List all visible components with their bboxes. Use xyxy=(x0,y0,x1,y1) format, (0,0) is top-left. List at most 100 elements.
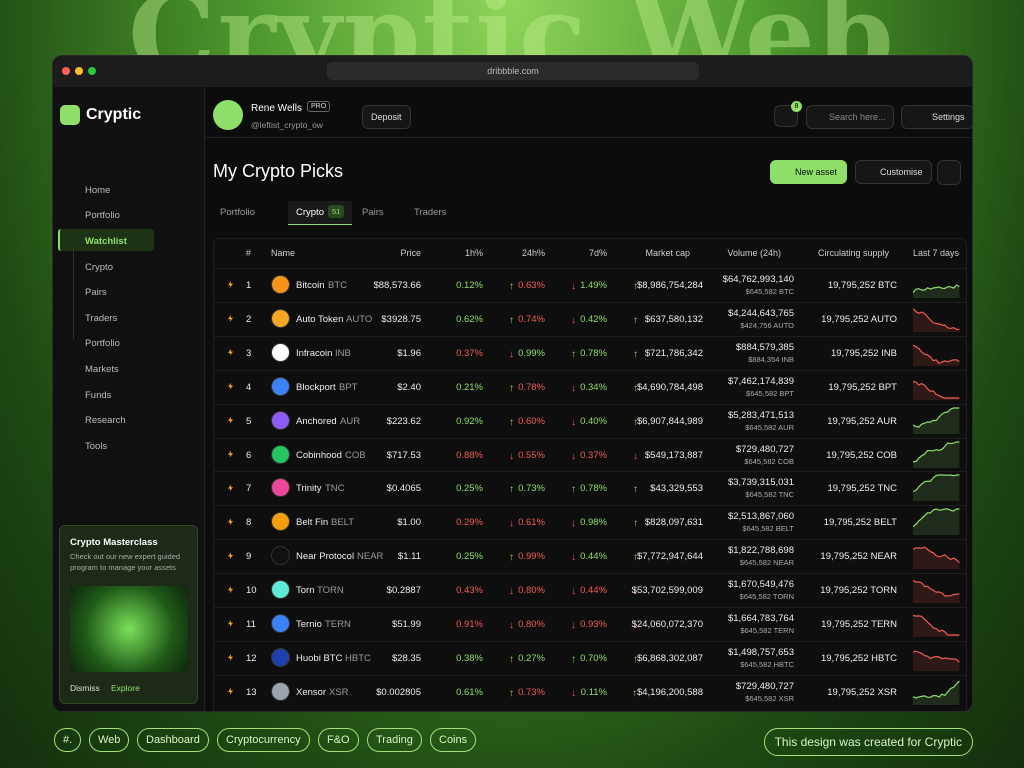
new-asset[interactable]: New asset xyxy=(770,160,848,184)
volume: $1,498,757,653 xyxy=(727,646,794,658)
rank: 5 xyxy=(246,415,252,427)
sub-nav-item[interactable]: Traders xyxy=(85,313,118,324)
spark xyxy=(913,406,960,428)
coin-symbol: HBTC xyxy=(345,652,371,664)
coin-symbol: TNC xyxy=(325,483,345,495)
price: $0.2887 xyxy=(386,585,421,597)
explore[interactable]: Explore xyxy=(111,683,140,693)
change-h24: 0.99% xyxy=(518,551,545,563)
market-cap: $8,986,754,284 xyxy=(636,280,703,291)
change-arrow: ↑ xyxy=(509,552,514,564)
sparkline xyxy=(913,614,960,637)
logo xyxy=(60,105,80,125)
tag[interactable]: Trading xyxy=(367,728,422,752)
volume-sub: $645,582 HBTC xyxy=(740,659,794,669)
rank: 10 xyxy=(246,585,257,597)
change-d7: 0.44% xyxy=(580,551,607,563)
change-h24: 0.55% xyxy=(518,449,545,461)
spark xyxy=(913,474,960,493)
credit: This design was created for Cryptic xyxy=(763,728,973,756)
deposit-button[interactable]: Deposit xyxy=(362,105,411,129)
change-h1: 0.43% xyxy=(456,585,483,597)
nav-item[interactable]: Markets xyxy=(85,364,119,375)
tab[interactable]: Portfolio xyxy=(220,207,255,218)
sub-nav-item[interactable]: Portfolio xyxy=(85,338,120,349)
nav-item[interactable]: Research xyxy=(85,415,126,426)
tag[interactable]: #. xyxy=(54,728,82,752)
row-separator xyxy=(214,640,966,642)
supply: 19,795,252 HBTC xyxy=(820,652,897,664)
spark xyxy=(913,509,960,536)
nav-active xyxy=(58,229,154,251)
sparkline xyxy=(913,406,960,434)
rank: 6 xyxy=(246,449,252,461)
change-d7: 0.34% xyxy=(580,381,607,393)
change-h24: 0.99% xyxy=(518,347,545,359)
column-header: Market cap xyxy=(645,248,690,258)
volume: $884,579,385 xyxy=(735,341,794,353)
tab[interactable]: Traders xyxy=(414,207,447,218)
browser-window: dribbble.com Cryptic Crypto Masterclass … xyxy=(52,55,973,712)
bolt xyxy=(228,586,233,594)
volume: $1,664,783,764 xyxy=(727,613,794,624)
coin-icon xyxy=(271,308,290,328)
coin-symbol: AUR xyxy=(340,415,361,427)
change-arrow: ↑ xyxy=(509,382,514,394)
column-header: Circulating supply xyxy=(817,248,889,258)
tab[interactable]: Pairs xyxy=(362,207,384,218)
change-h24: 0.27% xyxy=(518,652,545,664)
coin-icon xyxy=(271,376,290,396)
coin-icon xyxy=(271,410,290,430)
nav-item[interactable]: Tools xyxy=(85,441,108,452)
customise[interactable]: Customise xyxy=(855,160,932,184)
search[interactable]: Search here... xyxy=(806,105,894,129)
tag[interactable]: F&O xyxy=(318,728,359,752)
row-separator xyxy=(214,403,966,405)
change-h24: 0.73% xyxy=(518,686,545,698)
supply: 19,795,252 BPT xyxy=(828,381,897,393)
spark xyxy=(913,380,960,399)
pro-badge: PRO xyxy=(307,101,331,112)
sparkline xyxy=(913,680,960,705)
nav-item[interactable]: Portfolio xyxy=(85,210,120,221)
tag[interactable]: Cryptocurrency xyxy=(217,728,310,752)
market-cap: $24,060,072,370 xyxy=(631,619,703,630)
nav-item[interactable]: Funds xyxy=(85,390,112,401)
more-menu[interactable] xyxy=(937,160,961,185)
change-h1: 0.88% xyxy=(456,449,483,461)
bolt xyxy=(228,416,233,424)
sub-nav-item[interactable]: Pairs xyxy=(85,287,107,298)
change-arrow: ↓ xyxy=(633,586,638,598)
rank: 4 xyxy=(246,381,252,393)
change-arrow: ↑ xyxy=(632,687,637,699)
coin-name: Xensor xyxy=(296,686,327,698)
dismiss[interactable]: Dismiss xyxy=(70,683,100,693)
coin-symbol: TORN xyxy=(317,585,344,597)
change-arrow: ↑ xyxy=(509,416,514,428)
promo-text: Check out our new expert guided program … xyxy=(70,552,181,572)
volume-sub: $645,582 NEAR xyxy=(739,558,794,568)
change-arrow: ↓ xyxy=(509,450,514,462)
coin-icon xyxy=(271,681,290,701)
nav-item[interactable]: Watchlist xyxy=(85,236,127,247)
change-h24: 0.60% xyxy=(518,415,545,427)
tag[interactable]: Web xyxy=(89,728,130,752)
coin-icon xyxy=(271,614,290,633)
rank: 13 xyxy=(246,686,257,698)
change-h1: 0.91% xyxy=(456,619,483,630)
tab[interactable]: Crypto xyxy=(296,207,324,218)
settings[interactable]: Settings xyxy=(901,105,972,129)
tag[interactable]: Coins xyxy=(430,728,477,752)
change-h1: 0.61% xyxy=(456,686,483,698)
rank: 7 xyxy=(246,483,252,495)
avatar xyxy=(213,100,243,130)
address-bar[interactable]: dribbble.com xyxy=(327,62,699,80)
sparkline xyxy=(913,579,960,604)
coin-name: Blockport xyxy=(296,381,336,393)
sub-nav-item[interactable]: Crypto xyxy=(85,262,113,273)
tag[interactable]: Dashboard xyxy=(137,728,209,752)
nav-item[interactable]: Home xyxy=(85,185,111,196)
column-header: 1h% xyxy=(464,248,483,258)
column-header: 24h% xyxy=(521,248,545,258)
change-h24: 0.80% xyxy=(518,619,545,630)
